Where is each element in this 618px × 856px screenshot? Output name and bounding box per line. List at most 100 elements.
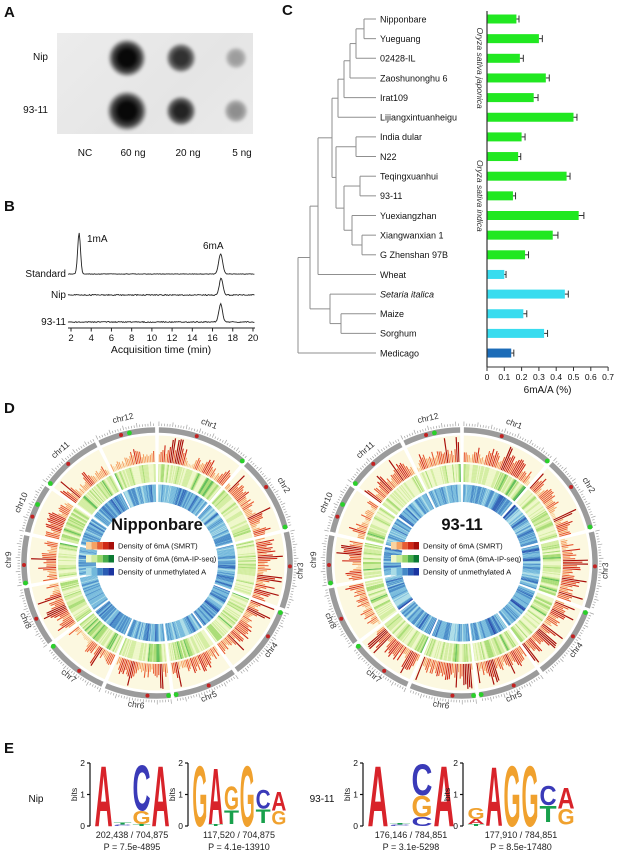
- logo-letter-C: C: [539, 780, 556, 811]
- blot-dot: [224, 46, 248, 70]
- species-label: Lijiangxintuanheigu: [380, 113, 457, 123]
- chromosome-arc: [355, 643, 409, 687]
- x-axis-label: Acquisition time (min): [111, 344, 211, 356]
- bits-tick: 2: [178, 758, 183, 768]
- species-label: 02428-IL: [380, 54, 416, 64]
- species-label: G Zhenshan 97B: [380, 250, 448, 260]
- trace-Standard: [67, 232, 255, 275]
- x-tick: 0.5: [568, 372, 580, 382]
- species-label: Medicago: [380, 348, 419, 358]
- logo-letter-A: A: [94, 747, 112, 844]
- logo-letter-T: T: [390, 822, 411, 824]
- species-label: Xiangwanxian 1: [380, 230, 444, 240]
- bits-axis-label: bits: [342, 788, 352, 801]
- logo-letter-A: A: [434, 747, 455, 844]
- chromosome-arc: [279, 531, 293, 609]
- chromosome-label: chr3: [294, 562, 305, 579]
- red-marker: [511, 683, 516, 688]
- bits-tick: 2: [453, 758, 458, 768]
- chromosome-arc: [173, 669, 235, 698]
- bar: [487, 230, 553, 240]
- bar: [487, 73, 546, 83]
- legend-label: Density of 6mA (SMRT): [118, 542, 198, 551]
- logo-letter-G: G: [192, 747, 207, 844]
- bar: [487, 14, 517, 24]
- red-marker: [66, 461, 71, 466]
- logo-letter-G: G: [132, 807, 150, 828]
- bits-tick: 1: [353, 789, 358, 799]
- species-label: N22: [380, 152, 397, 162]
- red-marker: [265, 634, 270, 639]
- logo-letter-A: A: [467, 818, 484, 826]
- red-marker: [194, 434, 199, 439]
- species-label: Irat109: [380, 93, 408, 103]
- chromosome-label: chr2: [580, 475, 597, 495]
- x-tick: 0.6: [585, 372, 597, 382]
- green-marker: [23, 580, 28, 586]
- logo-letter-G: G: [224, 779, 239, 817]
- legend-label: Density of 6mA (6mA-IP-seq): [118, 555, 217, 564]
- green-marker: [47, 481, 53, 486]
- species-label: Maize: [380, 309, 404, 319]
- bits-tick: 2: [80, 758, 85, 768]
- red-marker: [30, 514, 35, 519]
- x-tick: 4: [89, 333, 94, 344]
- bar: [487, 152, 519, 162]
- species-label: Yuexiangzhan: [380, 211, 437, 221]
- logo-letter-C: C: [390, 824, 411, 826]
- red-marker: [339, 616, 344, 621]
- red-marker: [371, 461, 376, 466]
- green-marker: [166, 693, 171, 698]
- blot-dot: [108, 39, 146, 77]
- species-label: Sorghum: [380, 329, 417, 339]
- green-marker: [173, 692, 179, 698]
- uplc-chromatogram: Standard Nip 93-112 4 6 8 10 12 14 16 18 20 Acquisit…: [25, 232, 259, 356]
- chromosome-label: chr10: [12, 490, 30, 514]
- bits-axis-label: bits: [442, 788, 452, 801]
- trace-93-11: [67, 302, 255, 324]
- bar: [487, 250, 526, 260]
- bits-tick: 0: [453, 821, 458, 831]
- bits-axis-label: bits: [167, 788, 177, 801]
- chromosome-label: chr12: [416, 411, 439, 426]
- green-marker: [471, 693, 476, 698]
- x-tick: 18: [227, 333, 238, 344]
- red-marker: [382, 668, 387, 673]
- circos-93-11: chr1chr2chr3chr4chr5chr6chr7chr8chr9chr1…: [308, 411, 610, 711]
- blot-dot: [107, 91, 147, 131]
- logo-letter-T: T: [256, 805, 271, 827]
- chromosome-arc: [463, 427, 550, 464]
- logo-letter-G: G: [412, 790, 433, 823]
- logo-pvalue-1: P = 7.5e-4895: [103, 842, 161, 852]
- bits-axis-label: bits: [69, 788, 79, 801]
- red-marker: [145, 693, 150, 698]
- panel-d-label: D: [4, 400, 15, 417]
- species-label: Wheat: [380, 270, 407, 280]
- bar: [487, 132, 522, 142]
- chromosome-label: chr1: [200, 416, 219, 431]
- chromosome-arc: [409, 683, 476, 699]
- logo-letter-G: G: [503, 747, 520, 844]
- green-marker: [278, 610, 283, 615]
- red-marker: [287, 564, 292, 569]
- logo-letter-A: A: [271, 786, 286, 816]
- bar: [487, 171, 567, 181]
- bar: [487, 112, 574, 122]
- green-marker: [127, 430, 132, 436]
- species-label: Nipponbare: [380, 14, 427, 24]
- chromosome-arc: [47, 442, 98, 487]
- x-tick: 0.3: [533, 372, 545, 382]
- red-marker: [592, 564, 597, 569]
- peak-label-1mA: 1mA: [87, 234, 108, 245]
- x-tick: 20: [248, 333, 259, 344]
- logo-letter-A: A: [557, 781, 574, 814]
- green-marker: [478, 692, 484, 698]
- green-marker: [239, 458, 245, 464]
- chromosome-label: chr12: [111, 411, 134, 426]
- red-marker: [570, 634, 575, 639]
- green-marker: [50, 643, 56, 649]
- x-tick: 6: [109, 333, 114, 344]
- chromosome-arc: [478, 669, 540, 698]
- green-marker: [328, 580, 333, 586]
